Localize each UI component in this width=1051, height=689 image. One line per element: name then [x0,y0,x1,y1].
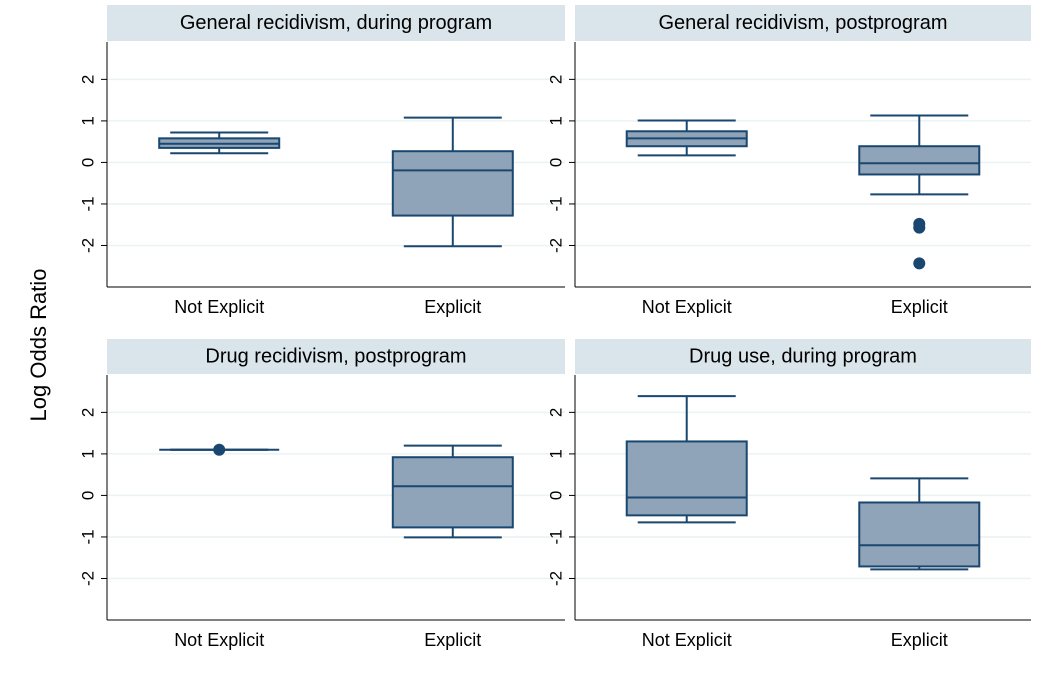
y-tick-label: 2 [78,408,97,417]
x-tick-label: Not Explicit [642,630,732,650]
panel-title: General recidivism, postprogram [659,12,948,34]
y-tick-label: 1 [78,449,97,458]
x-tick-label: Explicit [891,297,948,317]
y-tick-label: 1 [546,116,565,125]
y-tick-label: -2 [546,238,565,253]
y-axis-label: Log Odds Ratio [26,269,51,422]
panel-title: General recidivism, during program [180,12,492,34]
y-tick-label: 0 [546,491,565,500]
box [391,456,514,529]
outlier [913,221,926,234]
y-tick-label: -2 [546,571,565,586]
outlier [213,443,226,456]
y-tick-label: 2 [546,75,565,84]
x-tick-label: Not Explicit [642,297,732,317]
panel-header [575,5,1031,41]
box [391,150,514,217]
box [858,145,981,176]
y-tick-label: 1 [78,116,97,125]
x-tick-label: Explicit [424,630,481,650]
panel-header [107,5,565,41]
y-tick-label: -2 [78,238,97,253]
panel-header [107,339,565,374]
x-tick-label: Explicit [891,630,948,650]
box [625,440,748,517]
box [858,501,981,568]
y-tick-label: -1 [78,529,97,544]
y-tick-label: -2 [78,571,97,586]
x-tick-label: Not Explicit [174,630,264,650]
panel-title: Drug use, during program [689,345,917,367]
y-tick-label: 0 [546,158,565,167]
y-tick-label: 1 [546,449,565,458]
y-tick-label: 2 [546,408,565,417]
y-tick-label: -1 [546,196,565,211]
x-tick-label: Not Explicit [174,297,264,317]
panel-title: Drug recidivism, postprogram [205,345,466,367]
outlier [913,257,926,270]
y-tick-label: 2 [78,75,97,84]
y-tick-label: 0 [78,491,97,500]
y-tick-label: -1 [78,196,97,211]
panel-header [575,339,1031,374]
y-tick-label: 0 [78,158,97,167]
x-tick-label: Explicit [424,297,481,317]
y-tick-label: -1 [546,529,565,544]
